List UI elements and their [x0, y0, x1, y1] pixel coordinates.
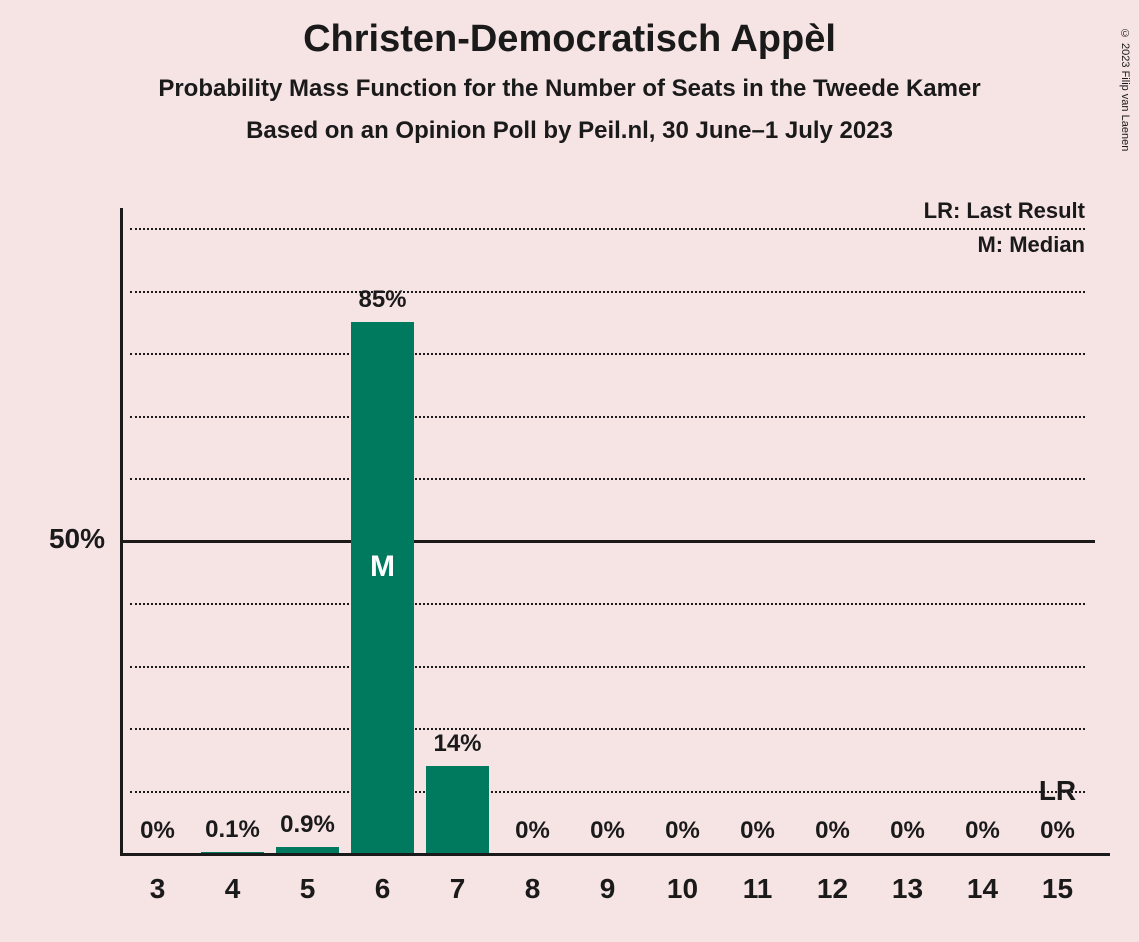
chart-plot-area: 50%0%30.1%40.9%585%6M14%70%80%90%100%110… [120, 228, 1095, 853]
copyright-text: © 2023 Filip van Laenen [1119, 28, 1131, 151]
x-axis-label: 13 [870, 873, 945, 905]
x-axis-label: 6 [345, 873, 420, 905]
gridline [130, 603, 1085, 605]
bar-value-label: 85% [333, 286, 433, 314]
bar [351, 322, 415, 853]
x-axis-label: 11 [720, 873, 795, 905]
gridline [130, 291, 1085, 293]
legend-median: M: Median [977, 232, 1085, 258]
x-axis-label: 9 [570, 873, 645, 905]
gridline [130, 416, 1085, 418]
y-axis-label: 50% [10, 523, 105, 555]
x-axis-label: 5 [270, 873, 345, 905]
x-axis-label: 12 [795, 873, 870, 905]
gridline [130, 353, 1085, 355]
gridline [130, 228, 1085, 230]
bar [276, 847, 340, 853]
x-axis-label: 10 [645, 873, 720, 905]
bar-value-label: 14% [408, 730, 508, 758]
gridline [130, 478, 1085, 480]
x-axis-label: 4 [195, 873, 270, 905]
gridline [130, 791, 1085, 793]
major-gridline [120, 540, 1095, 543]
y-axis [120, 208, 123, 853]
legend-last-result: LR: Last Result [924, 198, 1085, 224]
gridline [130, 666, 1085, 668]
chart-title: Christen-Democratisch Appèl [0, 18, 1139, 61]
median-marker: M [351, 550, 415, 584]
x-axis [120, 853, 1110, 856]
bar [426, 766, 490, 854]
x-axis-label: 7 [420, 873, 495, 905]
bar-value-label: 0% [1008, 817, 1108, 845]
x-axis-label: 14 [945, 873, 1020, 905]
bar-value-label: 0.9% [258, 811, 358, 839]
gridline [130, 728, 1085, 730]
x-axis-label: 3 [120, 873, 195, 905]
x-axis-label: 8 [495, 873, 570, 905]
chart-subtitle-1: Probability Mass Function for the Number… [0, 75, 1139, 103]
bar [201, 852, 265, 853]
x-axis-label: 15 [1020, 873, 1095, 905]
chart-subtitle-2: Based on an Opinion Poll by Peil.nl, 30 … [0, 117, 1139, 145]
last-result-marker: LR [1018, 775, 1098, 807]
